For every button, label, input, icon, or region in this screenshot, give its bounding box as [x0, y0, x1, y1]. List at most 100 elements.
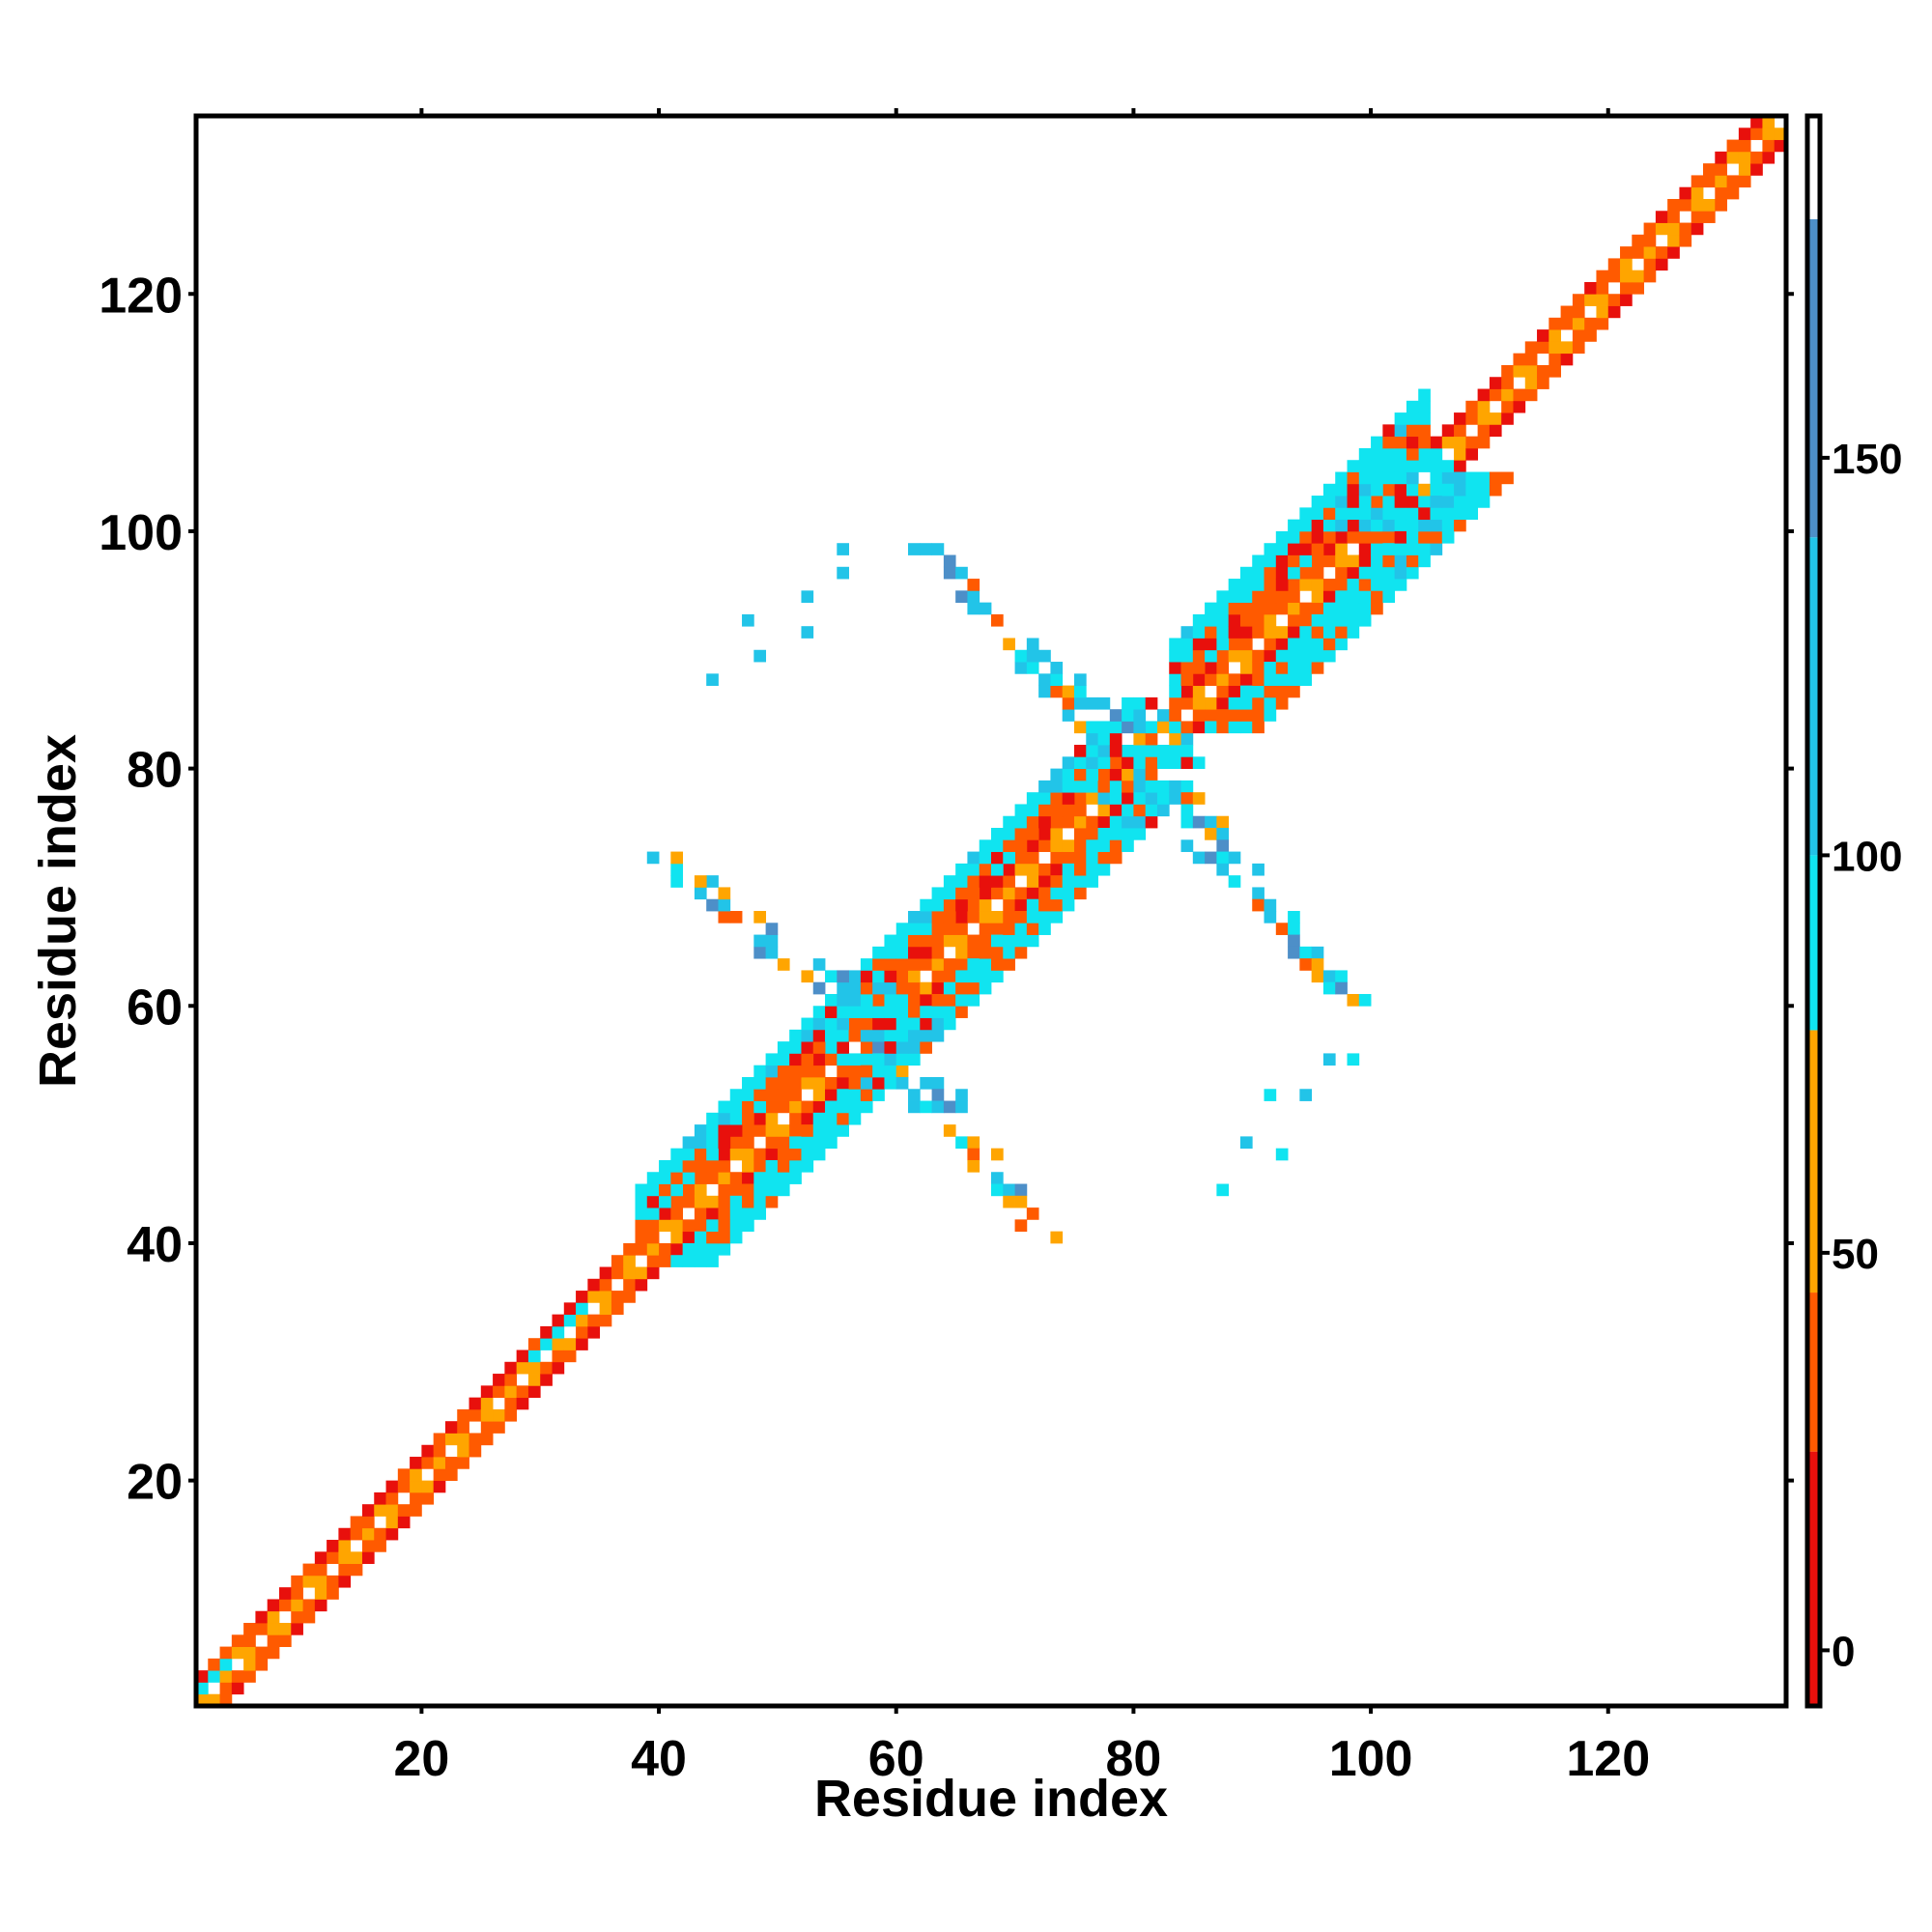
heatmap-cell [1371, 590, 1383, 604]
heatmap-cell [1322, 496, 1336, 508]
heatmap-cell [979, 981, 992, 995]
heatmap-cell [1371, 460, 1383, 472]
heatmap-cell [920, 934, 932, 948]
heatmap-cell [848, 1006, 862, 1018]
colorbar-segments [1807, 116, 1820, 1706]
heatmap-cell [848, 1053, 862, 1066]
heatmap-cell [1322, 649, 1336, 663]
heatmap-cell [991, 863, 1004, 876]
heatmap-cell [1239, 709, 1253, 722]
heatmap-cell [1335, 602, 1348, 615]
heatmap-cell [931, 958, 945, 971]
heatmap-cell [1264, 649, 1277, 663]
heatmap-cell [1311, 554, 1324, 568]
x-tick-label: 100 [1329, 1731, 1413, 1787]
heatmap-cell [196, 1682, 209, 1695]
heatmap-cell [1537, 364, 1549, 378]
heatmap-cell [1192, 649, 1206, 663]
heatmap-cell [1394, 412, 1407, 425]
heatmap-cell [1441, 496, 1455, 508]
heatmap-cell [777, 1136, 790, 1150]
heatmap-cell [1086, 780, 1098, 793]
heatmap-cell [1560, 341, 1574, 355]
heatmap-cell [1454, 496, 1466, 508]
heatmap-cell [338, 1540, 352, 1552]
heatmap-cell [1205, 721, 1217, 734]
heatmap-cell [943, 875, 956, 888]
heatmap-cell [920, 958, 932, 971]
heatmap-cell [1239, 566, 1253, 580]
y-tick-label: 20 [127, 1455, 183, 1511]
heatmap-cell [670, 851, 684, 865]
heatmap-cell [837, 970, 849, 983]
heatmap-cell [1371, 554, 1383, 568]
heatmap-cell [777, 1076, 790, 1090]
heatmap-cell [1584, 317, 1597, 330]
heatmap-cell [493, 1408, 505, 1422]
heatmap-cell [1335, 579, 1348, 591]
heatmap-cell [1109, 732, 1122, 746]
heatmap-cell [979, 911, 992, 923]
heatmap-cell [872, 946, 885, 959]
heatmap-cell [1264, 709, 1277, 722]
x-tick-label: 80 [1105, 1731, 1161, 1787]
colorbar-segment [1807, 1030, 1820, 1293]
heatmap-cell [860, 1029, 873, 1042]
heatmap-cell [979, 887, 992, 900]
heatmap-cell [1156, 756, 1170, 769]
heatmap-cell [1406, 543, 1419, 555]
heatmap-cell [1026, 1208, 1039, 1220]
heatmap-cell [1239, 602, 1253, 615]
heatmap-cell [895, 993, 909, 1007]
heatmap-cell [943, 887, 956, 900]
x-tick-label: 60 [868, 1731, 924, 1787]
heatmap-cell [1371, 579, 1383, 591]
heatmap-cell [267, 1599, 280, 1612]
heatmap-cell [825, 1100, 838, 1114]
heatmap-cell [1418, 554, 1431, 568]
heatmap-cell [1288, 554, 1300, 568]
heatmap-cell [1026, 863, 1039, 876]
heatmap-cell [1133, 815, 1147, 829]
heatmap-cell [1548, 353, 1562, 366]
heatmap-cell [1679, 186, 1692, 200]
heatmap-cell [729, 1100, 743, 1114]
heatmap-cell [1322, 530, 1336, 544]
heatmap-cell [979, 898, 992, 912]
heatmap-cell [825, 1006, 838, 1018]
heatmap-cell [812, 1124, 826, 1137]
heatmap-cell [504, 1361, 518, 1375]
heatmap-cell [1322, 554, 1336, 568]
heatmap-cell [1122, 768, 1134, 781]
heatmap-cell [1122, 780, 1134, 793]
heatmap-cell [706, 1242, 719, 1256]
heatmap-cell [920, 993, 932, 1007]
heatmap-cell [1228, 709, 1241, 722]
heatmap-cell [1311, 958, 1324, 971]
heatmap-cell [1524, 364, 1538, 378]
heatmap-cell [884, 970, 897, 983]
heatmap-cell [397, 1516, 411, 1529]
heatmap-cell [670, 1255, 684, 1267]
heatmap-cell [837, 1124, 849, 1137]
heatmap-cell [789, 1029, 802, 1042]
heatmap-cell [1122, 815, 1134, 829]
heatmap-cell [742, 613, 754, 627]
heatmap-cell [1264, 898, 1277, 912]
heatmap-cell [1252, 887, 1264, 900]
heatmap-cell [872, 1006, 885, 1018]
heatmap-cell [1620, 270, 1633, 283]
heatmap-cell [670, 1195, 684, 1208]
heatmap-cell [1548, 317, 1562, 330]
heatmap-cell [1774, 139, 1787, 153]
heatmap-cell [587, 1314, 601, 1327]
heatmap-cell [1513, 388, 1526, 402]
heatmap-cell [291, 1575, 303, 1588]
heatmap-cell [1454, 460, 1466, 472]
heatmap-cell [1275, 649, 1289, 663]
heatmap-cell [706, 1208, 719, 1220]
heatmap-cell [1180, 804, 1194, 817]
heatmap-cell [1394, 496, 1407, 508]
heatmap-cell [1228, 685, 1241, 698]
heatmap-cell [765, 1100, 779, 1114]
